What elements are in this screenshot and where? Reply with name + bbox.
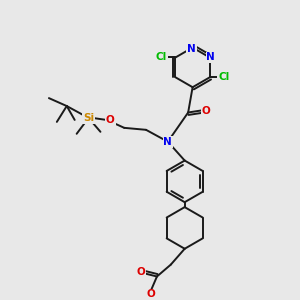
Text: Si: Si (83, 113, 94, 123)
Text: O: O (137, 266, 146, 277)
Text: Cl: Cl (218, 72, 229, 82)
Text: O: O (147, 289, 155, 299)
Text: O: O (202, 106, 210, 116)
Text: N: N (206, 52, 215, 62)
Text: Cl: Cl (156, 52, 167, 62)
Text: N: N (187, 44, 196, 54)
Text: N: N (164, 137, 172, 147)
Text: O: O (106, 115, 115, 125)
